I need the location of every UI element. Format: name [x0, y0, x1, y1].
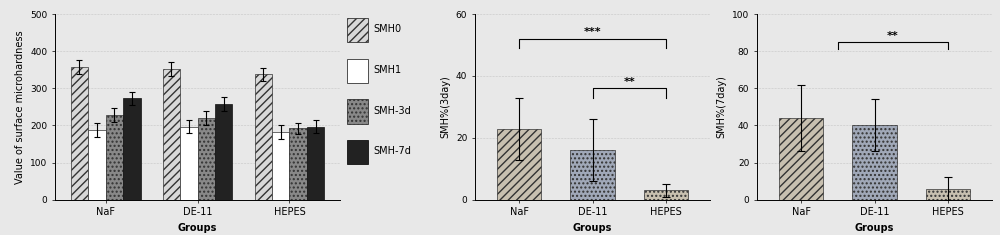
- X-axis label: Groups: Groups: [573, 223, 612, 233]
- Bar: [307, 127, 324, 200]
- Bar: [106, 115, 123, 200]
- Bar: [570, 150, 615, 200]
- Y-axis label: SMH%(7day): SMH%(7day): [717, 75, 727, 138]
- Bar: [215, 104, 232, 200]
- X-axis label: Groups: Groups: [855, 223, 894, 233]
- Bar: [347, 59, 368, 83]
- Text: **: **: [623, 77, 635, 87]
- Bar: [180, 127, 198, 200]
- Bar: [289, 129, 307, 200]
- Bar: [779, 118, 823, 200]
- X-axis label: Groups: Groups: [178, 223, 217, 233]
- Bar: [71, 67, 88, 200]
- Bar: [644, 190, 688, 200]
- Bar: [254, 74, 272, 200]
- Bar: [163, 69, 180, 200]
- Bar: [88, 130, 106, 200]
- Text: **: **: [887, 31, 899, 41]
- Text: ***: ***: [584, 27, 601, 37]
- Bar: [347, 18, 368, 42]
- Bar: [272, 132, 289, 200]
- Text: SMH0: SMH0: [374, 24, 402, 34]
- Bar: [497, 129, 541, 200]
- Bar: [123, 98, 140, 200]
- Bar: [852, 125, 897, 200]
- Y-axis label: SMH%(3day): SMH%(3day): [440, 75, 450, 138]
- Bar: [347, 140, 368, 164]
- Text: SMH-3d: SMH-3d: [374, 106, 411, 116]
- Text: SMH1: SMH1: [374, 65, 402, 75]
- Bar: [347, 99, 368, 124]
- Text: SMH-7d: SMH-7d: [374, 146, 411, 157]
- Bar: [198, 118, 215, 200]
- Y-axis label: Value of surface microhardness: Value of surface microhardness: [15, 30, 25, 184]
- Bar: [926, 189, 970, 200]
